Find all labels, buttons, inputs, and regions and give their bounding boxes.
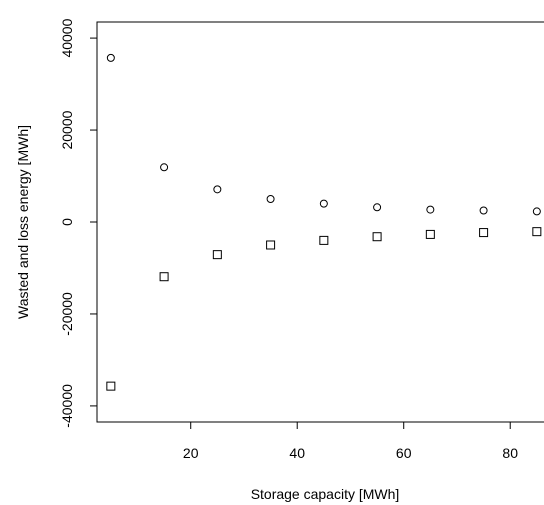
x-tick-label: 40 bbox=[289, 445, 305, 461]
plot-frame bbox=[96, 21, 544, 423]
point bbox=[106, 53, 115, 62]
y-tick-label: 20000 bbox=[59, 110, 75, 149]
point bbox=[426, 205, 435, 214]
point bbox=[319, 199, 328, 208]
point bbox=[319, 235, 329, 245]
x-axis-label: Storage capacity [MWh] bbox=[251, 486, 400, 502]
point bbox=[372, 232, 382, 242]
point bbox=[266, 240, 276, 250]
point bbox=[479, 228, 489, 238]
x-tick-label: 20 bbox=[183, 445, 199, 461]
point bbox=[479, 206, 488, 215]
x-tick-label: 80 bbox=[502, 445, 518, 461]
x-tick-label: 60 bbox=[396, 445, 412, 461]
point bbox=[266, 195, 275, 204]
point bbox=[212, 250, 222, 260]
point bbox=[160, 163, 169, 172]
y-tick-label: 40000 bbox=[59, 18, 75, 57]
y-tick-label: 0 bbox=[59, 218, 75, 226]
point bbox=[425, 229, 435, 239]
y-axis-label: Wasted and loss energy [MWh] bbox=[15, 125, 31, 319]
point bbox=[159, 272, 169, 282]
y-tick-label: -40000 bbox=[59, 384, 75, 428]
point bbox=[373, 203, 382, 212]
y-tick-label: -20000 bbox=[59, 292, 75, 336]
point bbox=[106, 381, 116, 391]
point bbox=[213, 185, 222, 194]
point bbox=[532, 207, 541, 216]
point bbox=[532, 227, 542, 237]
